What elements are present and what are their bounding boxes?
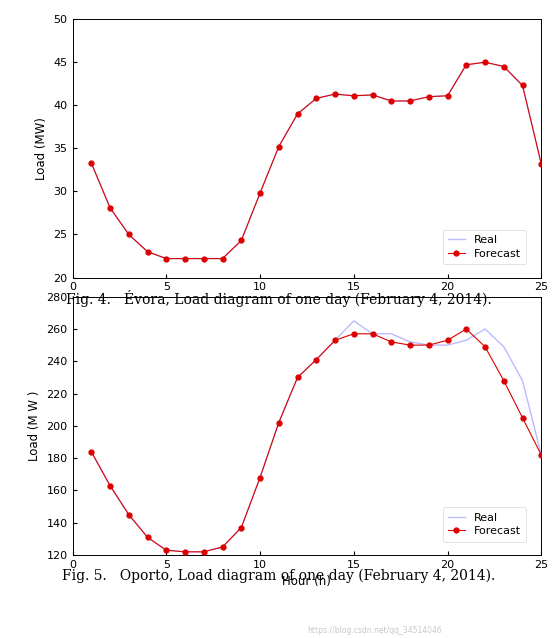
X-axis label: Hour (h): Hour (h) bbox=[282, 298, 331, 311]
Legend: Real, Forecast: Real, Forecast bbox=[442, 507, 526, 542]
Legend: Real, Forecast: Real, Forecast bbox=[442, 230, 526, 264]
Y-axis label: Load (M W ): Load (M W ) bbox=[28, 390, 41, 461]
Y-axis label: Load (MW): Load (MW) bbox=[35, 117, 48, 180]
X-axis label: Hour (h): Hour (h) bbox=[282, 575, 331, 588]
Text: Fig. 5.   Oporto, Load diagram of one day (February 4, 2014).: Fig. 5. Oporto, Load diagram of one day … bbox=[62, 569, 496, 583]
Text: https://blog.csdn.net/qq_34514046: https://blog.csdn.net/qq_34514046 bbox=[307, 626, 441, 635]
Text: Fig. 4.   Évora, Load diagram of one day (February 4, 2014).: Fig. 4. Évora, Load diagram of one day (… bbox=[66, 290, 492, 307]
